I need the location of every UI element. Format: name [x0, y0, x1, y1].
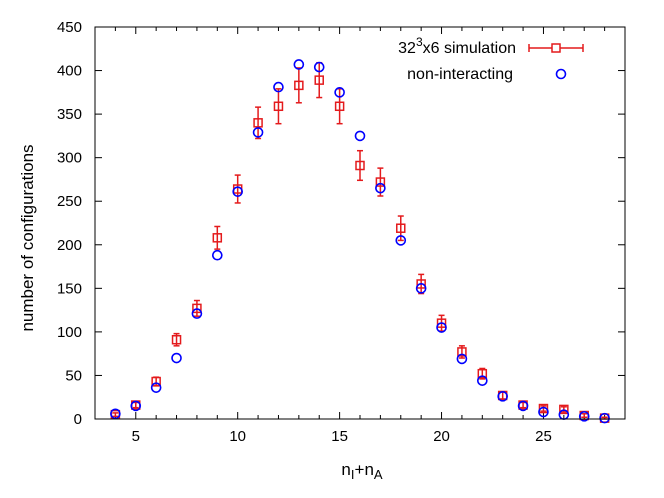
- data-point-circle: [578, 411, 590, 422]
- data-point-square: [273, 101, 284, 112]
- y-tick-label: 250: [57, 193, 82, 210]
- y-tick-label: 350: [57, 106, 82, 123]
- legend-label-non-interacting: non-interacting: [407, 66, 513, 83]
- y-axis-label: number of configurations: [18, 144, 37, 331]
- data-series: [110, 59, 610, 424]
- series-simulation: [110, 61, 610, 423]
- data-point-square: [151, 376, 161, 387]
- data-point-circle: [354, 130, 366, 142]
- x-label-n1: n: [341, 460, 350, 479]
- y-tick-label: 150: [57, 280, 82, 297]
- x-tick-label: 10: [229, 428, 246, 445]
- y-tick-label: 100: [57, 324, 82, 341]
- legend-marker-non-interacting: [555, 68, 567, 80]
- data-point-square: [334, 101, 345, 112]
- y-tick-label: 50: [65, 367, 82, 384]
- y-tick-label: 0: [74, 411, 82, 428]
- data-point-circle: [150, 382, 162, 393]
- data-point-circle: [456, 353, 468, 365]
- data-point-circle: [436, 322, 447, 333]
- data-point-circle: [517, 400, 529, 412]
- data-point-circle: [232, 186, 243, 197]
- data-point-circle: [599, 412, 610, 424]
- y-tick-label: 200: [57, 237, 82, 254]
- data-point-square: [457, 347, 467, 357]
- plot-frame: [94, 26, 626, 420]
- legend: 323x6 simulation non-interacting: [398, 35, 584, 83]
- y-tick-label: 450: [57, 19, 82, 36]
- data-point-square: [212, 233, 223, 243]
- data-point-square: [375, 177, 386, 187]
- x-tick-label: 5: [132, 428, 140, 445]
- data-point-square: [294, 80, 304, 91]
- data-point-square: [355, 160, 365, 171]
- legend-marker-simulation: [528, 43, 584, 53]
- y-axis-ticks: 0 50 100 150 200 250 300 350 400 450: [57, 19, 625, 428]
- data-point-circle: [171, 352, 182, 364]
- data-point-circle: [334, 87, 345, 98]
- legend-label-simulation: 323x6 simulation: [398, 35, 516, 57]
- data-point-square: [192, 303, 202, 314]
- x-axis-ticks: 5 10 15 20 25: [94, 27, 626, 445]
- data-point-square: [396, 223, 406, 233]
- y-tick-label: 400: [57, 63, 82, 80]
- data-point-circle: [191, 308, 203, 319]
- data-point-circle: [110, 408, 121, 420]
- data-point-circle: [395, 235, 407, 246]
- x-label-plus: +: [355, 460, 365, 479]
- data-point-circle: [273, 81, 284, 93]
- x-tick-label: 25: [535, 428, 552, 445]
- series-non-interacting: [110, 59, 610, 424]
- x-label-n2: n: [364, 460, 373, 479]
- y-tick-label: 300: [57, 150, 82, 167]
- data-point-square: [477, 368, 488, 379]
- x-label-sub-1: I: [351, 467, 355, 482]
- data-point-circle: [375, 182, 386, 194]
- x-label-sub-2: A: [374, 467, 383, 482]
- data-point-square: [416, 279, 426, 289]
- x-tick-label: 15: [331, 428, 348, 445]
- data-point-square: [171, 334, 182, 345]
- data-point-circle: [212, 249, 223, 261]
- data-point-circle: [130, 400, 142, 412]
- x-tick-label: 20: [433, 428, 450, 445]
- data-point-circle: [293, 59, 305, 70]
- data-point-circle: [313, 61, 325, 73]
- data-point-square: [253, 118, 263, 128]
- x-axis-label: nI+nA: [341, 460, 383, 482]
- data-point-square: [538, 403, 549, 414]
- data-point-circle: [538, 406, 549, 418]
- data-point-square: [436, 318, 447, 328]
- data-point-square: [314, 75, 324, 85]
- data-point-circle: [252, 127, 264, 138]
- data-point-circle: [497, 391, 508, 402]
- data-point-circle: [477, 375, 488, 386]
- data-point-circle: [415, 283, 427, 294]
- data-point-square: [559, 404, 569, 415]
